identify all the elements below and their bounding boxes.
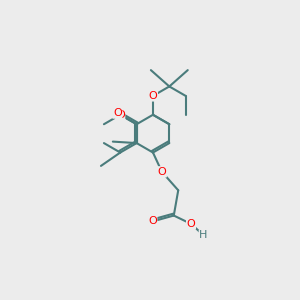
Text: O: O bbox=[148, 91, 157, 101]
Text: H: H bbox=[199, 230, 208, 240]
Text: O: O bbox=[116, 110, 125, 120]
Text: O: O bbox=[187, 219, 195, 229]
Text: O: O bbox=[113, 108, 122, 118]
Text: O: O bbox=[158, 167, 166, 177]
Text: O: O bbox=[148, 217, 157, 226]
